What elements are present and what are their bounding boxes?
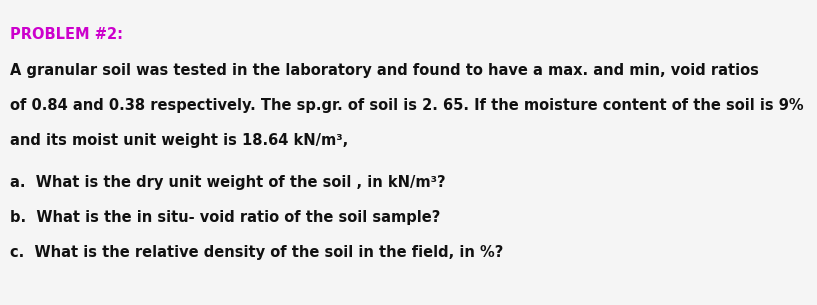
Text: c.  What is the relative density of the soil in the field, in %?: c. What is the relative density of the s… (10, 245, 503, 260)
Text: PROBLEM #2:: PROBLEM #2: (10, 27, 123, 42)
Text: A granular soil was tested in the laboratory and found to have a max. and min, v: A granular soil was tested in the labora… (10, 63, 759, 77)
Text: a.  What is the dry unit weight of the soil , in kN/m³?: a. What is the dry unit weight of the so… (10, 175, 445, 190)
Text: and its moist unit weight is 18.64 kN/m³,: and its moist unit weight is 18.64 kN/m³… (10, 133, 348, 148)
Text: b.  What is the in situ- void ratio of the soil sample?: b. What is the in situ- void ratio of th… (10, 210, 440, 225)
Text: of 0.84 and 0.38 respectively. The sp.gr. of soil is 2. 65. If the moisture cont: of 0.84 and 0.38 respectively. The sp.gr… (10, 98, 803, 113)
